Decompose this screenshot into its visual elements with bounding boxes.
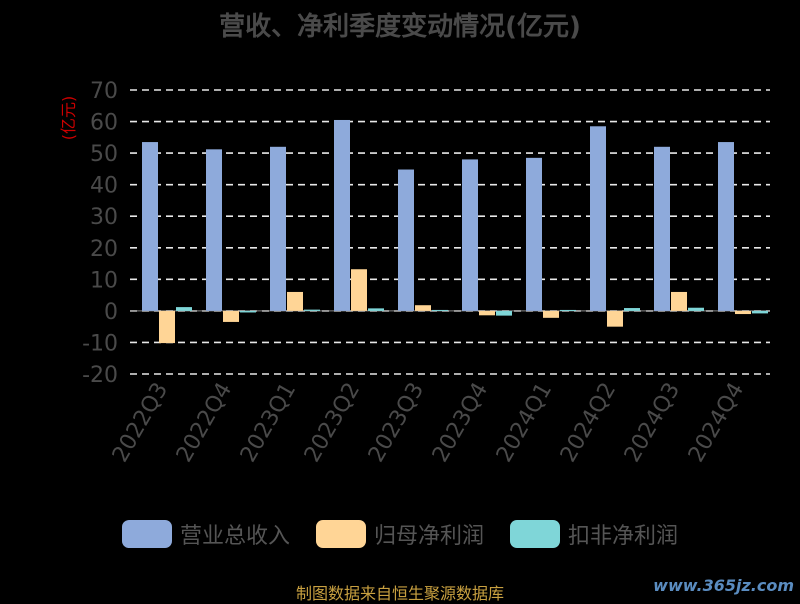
y-tick-label: 10 [90,268,118,293]
legend-item-net-profit[interactable]: 归母净利润 [315,518,484,550]
y-tick-label: 20 [90,237,118,262]
bar-deducted-profit [752,310,768,314]
watermark: www.365jz.com [653,576,794,595]
source-note: 制图数据来自恒生聚源数据库 [295,584,504,603]
legend-item-deducted-profit[interactable]: 扣非净利润 [510,518,678,550]
bar-net-profit [351,269,367,311]
bar-revenue [462,159,478,311]
legend-label-net-profit: 归母净利润 [373,524,484,549]
y-tick-label: 0 [104,300,118,325]
chart-title: 营收、净利季度变动情况(亿元) [219,12,581,42]
x-tick-label: 2024Q3 [620,379,685,467]
x-tick-label: 2023Q4 [428,379,493,467]
bar-net-profit [223,310,239,322]
legend-label-deducted-profit: 扣非净利润 [568,524,679,549]
bar-deducted-profit [176,307,192,311]
y-tick-label: -20 [82,363,118,388]
y-tick-label: 70 [90,79,118,104]
x-tick-label: 2023Q2 [300,379,365,467]
x-tick-label: 2023Q3 [364,379,429,467]
bar-deducted-profit [432,309,448,311]
bar-revenue [526,157,542,311]
bar-net-profit [287,291,303,311]
bar-net-profit [607,310,623,327]
bar-deducted-profit [560,309,576,311]
x-tick-label: 2024Q4 [684,379,749,467]
x-tick-label: 2024Q2 [556,379,621,467]
x-tick-label: 2022Q4 [172,379,237,467]
y-tick-label: -10 [82,331,118,356]
bar-deducted-profit [496,310,512,316]
bar-net-profit [543,310,559,318]
legend-swatch-revenue [121,520,172,548]
bar-revenue [590,126,606,311]
legend-item-revenue[interactable]: 营业总收入 [121,518,290,550]
legend-swatch-net-profit [315,520,366,548]
y-tick-label: 60 [90,111,118,136]
x-tick-label: 2024Q1 [492,379,557,467]
bar-deducted-profit [688,307,704,311]
y-tick-label: 50 [90,142,118,167]
bar-deducted-profit [304,309,320,311]
bar-net-profit [671,291,687,311]
legend-label-revenue: 营业总收入 [179,524,290,549]
y-tick-label: 40 [90,174,118,199]
legend-swatch-deducted-profit [510,520,560,548]
bar-revenue [142,142,158,311]
y-tick-label: 30 [90,205,118,230]
bar-revenue [334,119,350,311]
bar-deducted-profit [368,308,384,311]
bar-net-profit [415,305,431,311]
bar-revenue [398,169,414,311]
x-tick-label: 2023Q1 [236,379,301,467]
x-tick-label: 2022Q3 [108,379,173,467]
bar-revenue [206,149,222,311]
bar-revenue [654,146,670,311]
bar-revenue [270,146,286,311]
y-axis-label: (亿元) [59,96,78,141]
bar-deducted-profit [240,310,256,313]
bar-net-profit [159,310,175,344]
bar-revenue [718,142,734,311]
bar-deducted-profit [624,308,640,311]
bar-net-profit [479,310,495,316]
legend: 营业总收入 归母净利润 扣非净利润 [0,518,800,550]
bar-net-profit [735,310,751,315]
